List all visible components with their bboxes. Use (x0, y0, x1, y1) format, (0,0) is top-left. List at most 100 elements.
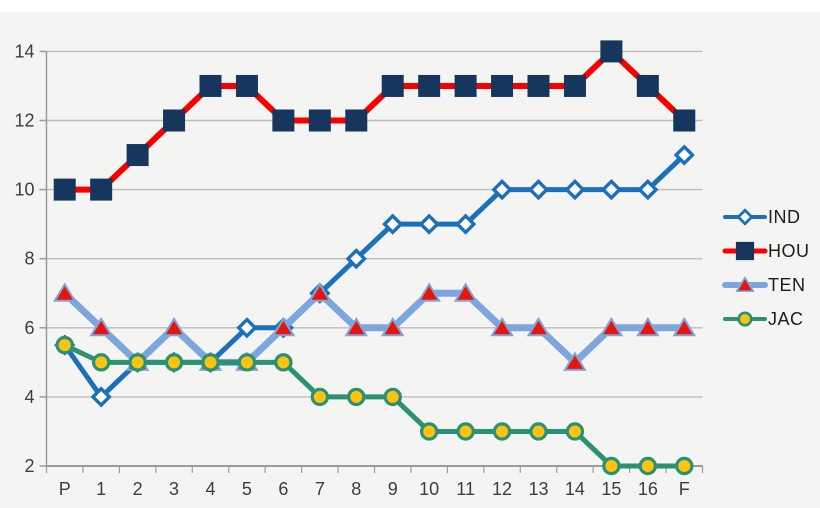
legend-swatch-hou-icon (722, 241, 768, 261)
series-marker-jac (565, 422, 585, 441)
x-axis-tick-label: 4 (205, 479, 215, 499)
legend-marker-hou (735, 241, 755, 261)
x-axis-tick-label: 12 (492, 479, 512, 499)
series-marker-hou (53, 178, 76, 201)
series-marker-ind (564, 178, 586, 201)
series-marker-ten (526, 316, 551, 337)
x-axis-tick-label: 7 (315, 479, 325, 499)
series-marker-ten (563, 351, 587, 371)
y-axis-tick-label: 14 (14, 41, 34, 61)
series-marker-hou (199, 74, 222, 97)
series-marker-jac (456, 422, 475, 441)
y-axis-tick-label: 6 (24, 318, 34, 338)
series-marker-hou (491, 74, 514, 97)
y-axis-tick-label: 2 (24, 456, 34, 476)
legend-swatch-ind-icon (723, 208, 767, 226)
series-marker-ind (673, 144, 695, 166)
series-marker-hou (600, 40, 623, 63)
series-marker-jac (164, 353, 184, 372)
series-marker-ten (599, 316, 624, 337)
series-marker-ind (382, 213, 404, 235)
x-axis-tick-label: 15 (601, 479, 621, 499)
series-marker-jac (310, 387, 330, 407)
legend-marker-ten (735, 276, 755, 292)
series-marker-ten (52, 282, 77, 302)
legend-swatch-jac-icon (723, 311, 767, 327)
series-marker-jac (55, 335, 74, 355)
legend-label-ind: IND (768, 207, 801, 227)
y-axis-tick-label: 8 (24, 249, 34, 269)
series-marker-jac (128, 353, 147, 372)
series-marker-jac (419, 422, 439, 441)
legend-label-jac: JAC (768, 309, 804, 329)
series-marker-jac (675, 456, 694, 476)
y-axis-tick-label: 4 (24, 387, 34, 407)
series-marker-ind (527, 178, 550, 201)
legend-item-ten: TEN (722, 274, 810, 296)
series-marker-ten (490, 316, 514, 337)
x-axis-tick-label: 1 (96, 479, 106, 499)
series-marker-ten (89, 316, 113, 337)
x-axis-tick-label: 10 (419, 479, 439, 499)
series-marker-hou (272, 109, 295, 132)
series-marker-ind (418, 213, 440, 235)
x-axis-tick-label: 14 (565, 479, 585, 499)
x-axis-tick-label: 11 (456, 479, 475, 499)
series-marker-jac (201, 353, 220, 372)
y-axis-tick-label: 12 (14, 111, 34, 131)
series-marker-ind (345, 248, 367, 270)
series-marker-ind (491, 178, 513, 201)
series-marker-jac (602, 456, 621, 476)
series-marker-ten (417, 282, 441, 302)
legend-marker-ind (736, 208, 754, 226)
series-marker-ind (90, 386, 112, 408)
series-marker-jac (492, 422, 512, 441)
series-marker-hou (418, 74, 441, 97)
series-marker-hou (308, 109, 331, 132)
y-axis-tick-label: 10 (14, 180, 34, 200)
legend-label-hou: HOU (768, 241, 810, 261)
series-line-jac (62, 342, 687, 469)
series-marker-jac (91, 353, 111, 372)
x-axis-tick-label: 3 (169, 479, 179, 499)
x-axis-tick-label: 6 (278, 479, 288, 499)
series-marker-ten (672, 316, 697, 337)
series-marker-hou (90, 178, 113, 201)
x-axis-tick-label: 13 (528, 479, 548, 499)
series-marker-jac (383, 387, 402, 407)
series-marker-ten (162, 316, 186, 337)
series-marker-ten (308, 282, 332, 302)
x-axis-tick-label: F (679, 479, 690, 499)
series-marker-jac (638, 456, 658, 476)
series-marker-ten (344, 316, 369, 337)
series-marker-hou (563, 74, 586, 97)
series-marker-hou (126, 144, 149, 167)
series-marker-jac (274, 353, 293, 372)
x-axis-tick-label: P (59, 479, 71, 499)
x-axis-tick-label: 16 (638, 479, 658, 499)
legend-item-hou: HOU (722, 240, 810, 262)
series-marker-jac (237, 353, 257, 372)
x-axis-tick-label: 9 (388, 479, 398, 499)
series-marker-ten (380, 316, 405, 337)
legend-item-jac: JAC (722, 308, 810, 330)
series-marker-hou (235, 74, 258, 97)
legend: IND HOU TEN JAC (722, 206, 810, 342)
series-marker-hou (636, 74, 659, 97)
series-marker-ten (453, 282, 478, 302)
x-axis-tick-label: 8 (351, 479, 361, 499)
x-axis-tick-label: 5 (242, 479, 252, 499)
series-marker-ind (600, 178, 622, 201)
series-marker-ten (636, 316, 660, 337)
series-marker-jac (347, 387, 366, 407)
legend-label-ten: TEN (768, 275, 806, 295)
legend-marker-jac (737, 311, 753, 327)
series-marker-hou (381, 74, 404, 97)
series-marker-ind (637, 178, 659, 201)
series-marker-hou (673, 109, 696, 132)
series-marker-hou (454, 74, 477, 97)
background-strip (0, 0, 820, 12)
series-marker-hou (345, 109, 368, 132)
